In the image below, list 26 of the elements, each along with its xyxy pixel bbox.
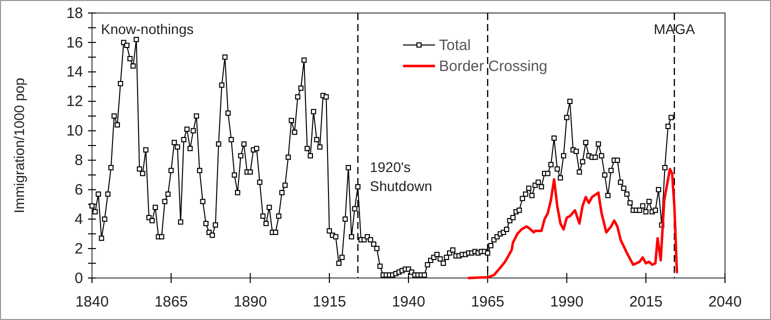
x-tick-label: 1890: [234, 294, 267, 310]
y-tick-label: 2: [74, 240, 83, 258]
x-tick-label: 1915: [312, 294, 346, 310]
x-tick-label: 1940: [392, 294, 426, 310]
legend-label: Total: [439, 37, 471, 54]
y-tick-label: 18: [66, 4, 83, 22]
y-tick-label: 0: [74, 270, 83, 287]
y-tick-label: 4: [74, 210, 83, 228]
line-series: [467, 168, 678, 280]
x-tick-label: 1965: [470, 294, 504, 310]
x-tick-label: 1865: [154, 294, 188, 310]
x-tick-label: 1840: [75, 294, 109, 310]
y-tick-label: 6: [74, 181, 83, 198]
y-tick-label: 14: [66, 64, 83, 81]
annotation: Know-nothings: [101, 21, 194, 37]
x-tick-label: 1990: [550, 294, 584, 310]
y-tick-label: 10: [66, 122, 83, 140]
x-tick-label: 2040: [708, 294, 742, 310]
y-tick-label: 8: [74, 152, 83, 170]
y-tick-label: 12: [66, 93, 83, 110]
y-axis-title: Immigration/1000 pop: [11, 78, 27, 214]
legend-label: Border Crossing: [439, 58, 548, 75]
ref-line-label: MAGA: [654, 21, 696, 37]
y-tick-label: 16: [66, 34, 83, 52]
ref-line-label: 1920's Shutdown: [370, 159, 432, 194]
x-tick-label: 2015: [629, 294, 663, 310]
